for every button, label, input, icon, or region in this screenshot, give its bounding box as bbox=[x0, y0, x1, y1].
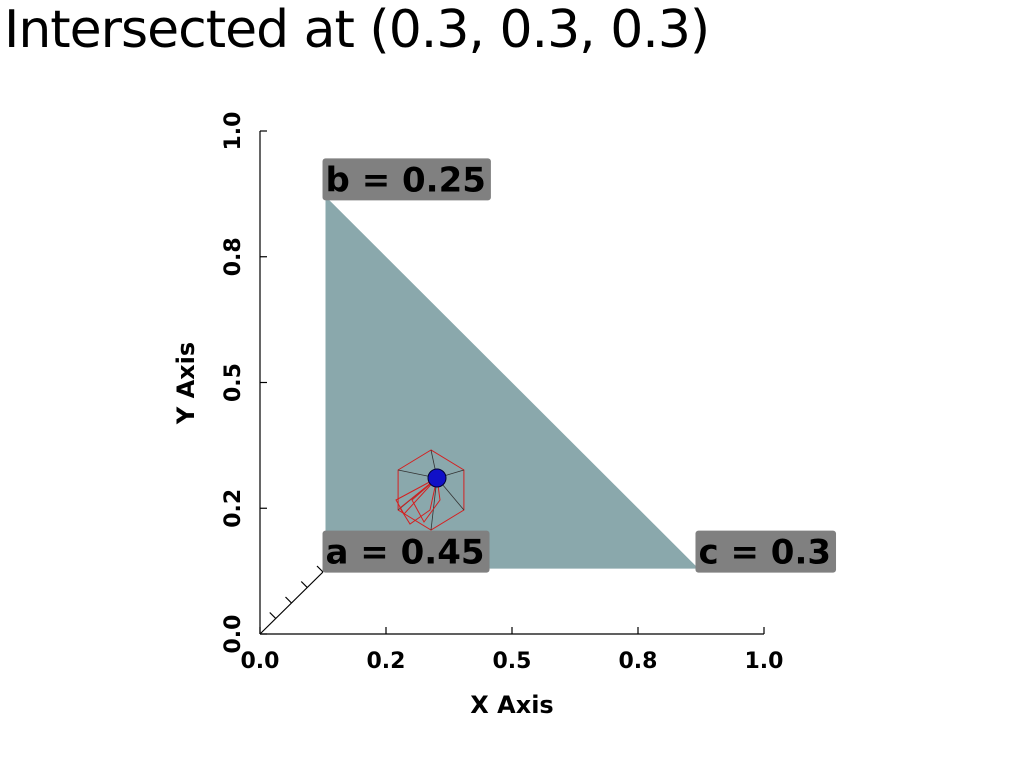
y-tick-label: 0.8 bbox=[221, 237, 246, 276]
vertex-label-box bbox=[322, 530, 490, 573]
vertex-label-text: a = 0.45 bbox=[326, 533, 485, 573]
vertex-label-b: b = 0.25 bbox=[322, 158, 491, 201]
vertex-labels: a = 0.45 b = 0.25 c = 0.3 bbox=[322, 158, 837, 573]
wireframe-cone bbox=[399, 476, 438, 525]
y-tick-label: 1.0 bbox=[221, 112, 246, 151]
y-tick-label: 0.0 bbox=[221, 615, 246, 654]
x-tick-label: 0.0 bbox=[241, 649, 280, 674]
wireframe-cone bbox=[411, 477, 441, 523]
wireframe-cone bbox=[395, 477, 438, 515]
vertex-label-c: c = 0.3 bbox=[695, 530, 837, 573]
y-tick-label: 0.5 bbox=[221, 363, 246, 402]
vertex-label-text: c = 0.3 bbox=[698, 533, 831, 573]
triangle-face bbox=[325, 196, 699, 569]
x-axis-title: X Axis bbox=[470, 691, 553, 719]
x-tick-label: 0.5 bbox=[493, 649, 532, 674]
vertex-label-a: a = 0.45 bbox=[322, 530, 490, 573]
x-tick-label: 0.8 bbox=[619, 649, 658, 674]
z-tick bbox=[316, 565, 324, 573]
y-tick-label: 0.2 bbox=[221, 489, 246, 528]
x-tick-label: 1.0 bbox=[745, 649, 784, 674]
plot-title: Intersected at (0.3, 0.3, 0.3) bbox=[4, 0, 710, 60]
intersection-marker bbox=[395, 449, 465, 531]
z-tick bbox=[300, 581, 308, 588]
z-tick bbox=[269, 612, 277, 619]
x-tick-label: 0.2 bbox=[367, 649, 406, 674]
vertex-label-box bbox=[695, 530, 837, 573]
axes: 0.0 0.2 0.5 0.8 1.0 0.0 0.2 0.5 0.8 1.0 X Axis Y Ax… bbox=[172, 112, 783, 719]
z-tick bbox=[285, 596, 292, 604]
vertex-label-box bbox=[322, 158, 491, 201]
y-axis-title: Y Axis bbox=[172, 342, 200, 425]
vertex-label-text: b = 0.25 bbox=[326, 160, 486, 200]
triangle-surface bbox=[325, 196, 699, 569]
intersection-point bbox=[427, 468, 447, 488]
